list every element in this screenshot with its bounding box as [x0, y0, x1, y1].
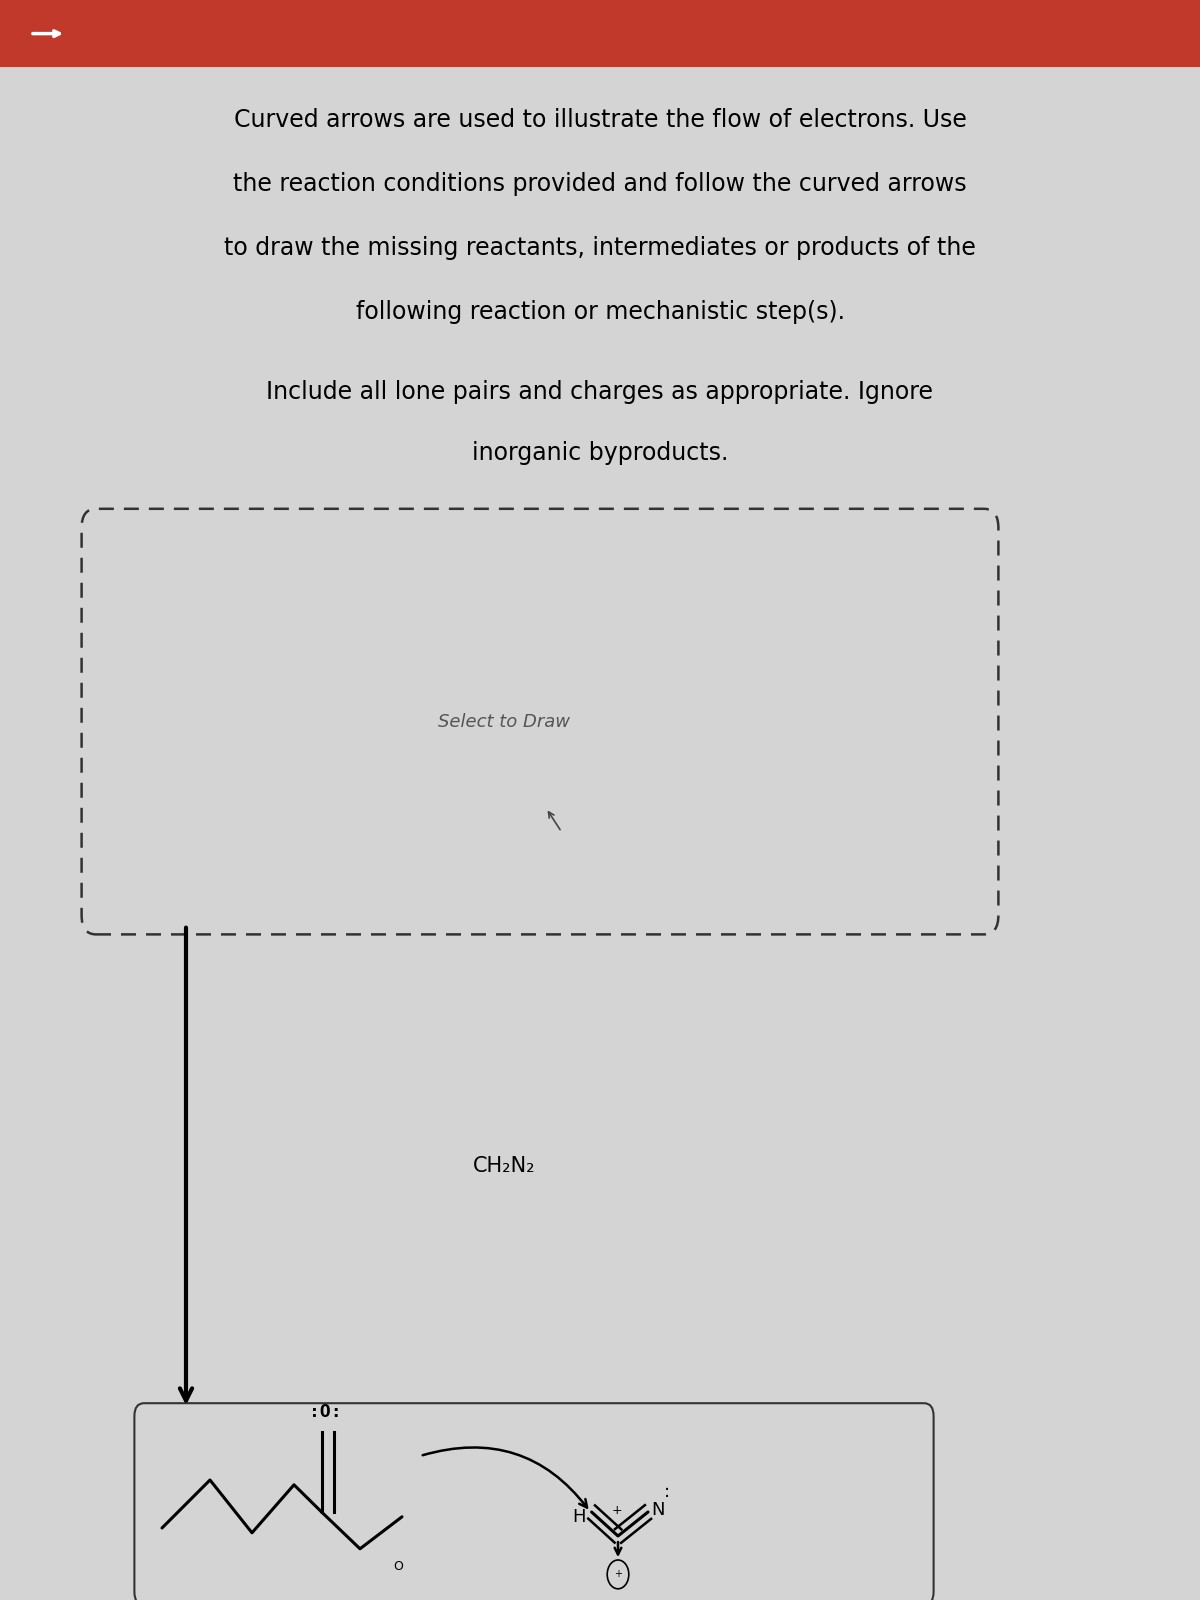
- Text: :O:: :O:: [308, 1403, 342, 1421]
- Text: O: O: [394, 1560, 403, 1573]
- Text: Include all lone pairs and charges as appropriate. Ignore: Include all lone pairs and charges as ap…: [266, 379, 934, 403]
- FancyArrowPatch shape: [422, 1448, 587, 1507]
- Text: the reaction conditions provided and follow the curved arrows: the reaction conditions provided and fol…: [233, 171, 967, 195]
- Text: CH₂N₂: CH₂N₂: [473, 1157, 535, 1176]
- Bar: [0, 0, 1200, 67]
- Text: inorganic byproducts.: inorganic byproducts.: [472, 440, 728, 464]
- Text: Select to Draw: Select to Draw: [438, 712, 570, 731]
- Text: Curved arrows are used to illustrate the flow of electrons. Use: Curved arrows are used to illustrate the…: [234, 109, 966, 133]
- Text: +: +: [614, 1570, 622, 1579]
- Text: :: :: [664, 1483, 670, 1501]
- Text: +: +: [612, 1504, 622, 1517]
- FancyBboxPatch shape: [134, 1403, 934, 1600]
- Text: H: H: [572, 1507, 586, 1526]
- FancyBboxPatch shape: [82, 509, 998, 934]
- Text: following reaction or mechanistic step(s).: following reaction or mechanistic step(s…: [355, 301, 845, 323]
- Text: to draw the missing reactants, intermediates or products of the: to draw the missing reactants, intermedi…: [224, 235, 976, 259]
- Text: N: N: [652, 1501, 665, 1520]
